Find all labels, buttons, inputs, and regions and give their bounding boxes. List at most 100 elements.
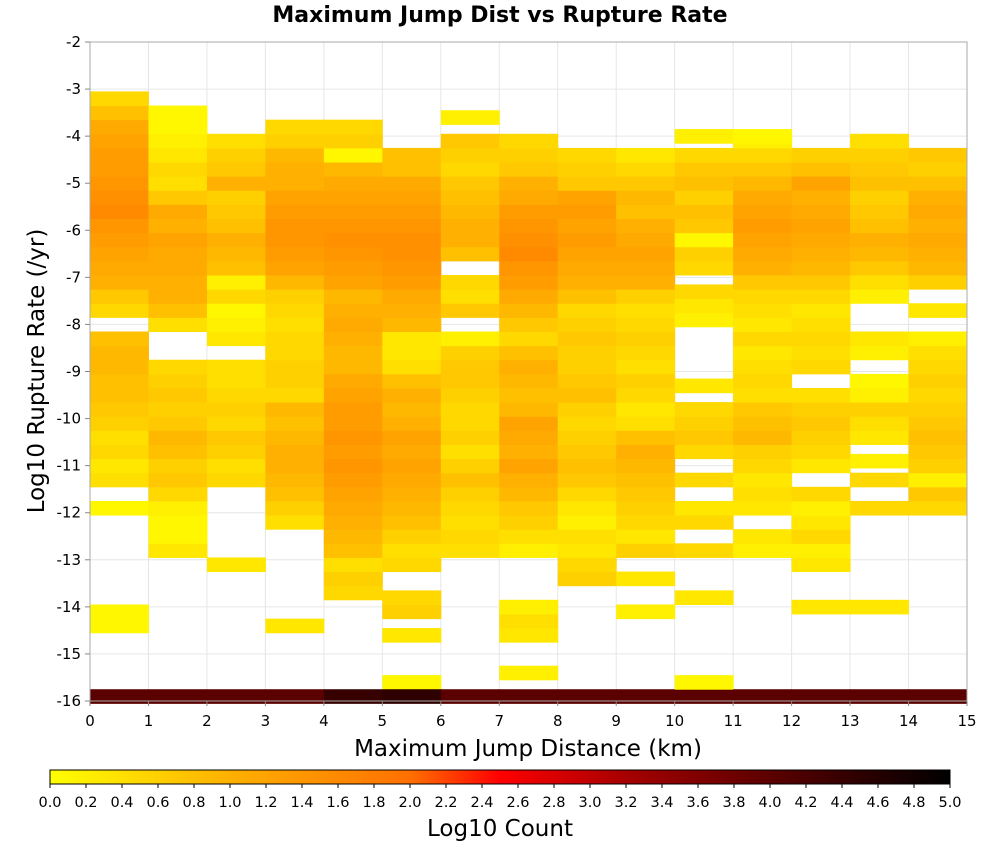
heatmap-cell [265, 204, 325, 220]
heatmap-cell [908, 444, 968, 460]
heatmap-cell [440, 176, 500, 191]
heatmap-cell [323, 218, 383, 234]
x-tick-label: 8 [553, 712, 563, 730]
heatmap-cell [791, 543, 851, 558]
heatmap-cell [499, 486, 559, 502]
heatmap-cell [440, 529, 500, 544]
heatmap-cell [733, 232, 793, 248]
heatmap-cell [791, 246, 851, 262]
heatmap-cell [616, 331, 676, 347]
heatmap-cell [616, 430, 676, 445]
heatmap-cell [323, 204, 383, 220]
heatmap-cell [733, 303, 793, 318]
x-tick-label: 10 [665, 712, 684, 730]
heatmap-cell [850, 275, 910, 290]
heatmap-cell [850, 218, 910, 234]
heatmap-cell [791, 162, 851, 177]
heatmap-cell [148, 529, 208, 544]
heatmap-cell [499, 246, 559, 262]
heatmap-cell [90, 119, 149, 135]
heatmap-cell [850, 453, 910, 469]
heatmap-cell [791, 289, 851, 304]
colorbar-tick-label: 5.0 [938, 795, 961, 811]
heatmap-cell [791, 176, 851, 191]
heatmap-cell [557, 543, 617, 558]
colorbar-tick-label: 3.4 [650, 795, 673, 811]
heatmap-cell [850, 232, 910, 248]
heatmap-cell [440, 458, 500, 474]
heatmap-cell [908, 458, 968, 474]
heatmap-cell [90, 232, 149, 248]
heatmap-cell [440, 147, 500, 163]
heatmap-cell [148, 218, 208, 234]
heatmap-cell [440, 204, 500, 220]
heatmap-cell [323, 289, 383, 304]
heatmap-cell [850, 345, 910, 361]
heatmap-cell [323, 689, 383, 704]
heatmap-cell [674, 590, 734, 606]
heatmap-cell [265, 317, 325, 332]
heatmap-cell [440, 133, 500, 149]
heatmap-cell [557, 571, 617, 587]
heatmap-cell [90, 176, 149, 191]
y-tick-label: -9 [66, 363, 81, 381]
y-tick-label: -8 [66, 315, 81, 333]
heatmap-cell [674, 298, 734, 314]
heatmap-cell [499, 303, 559, 318]
heatmap-cell [382, 204, 442, 220]
heatmap-cell [733, 444, 793, 460]
heatmap-cell [440, 345, 500, 361]
heatmap-cell [148, 317, 208, 332]
heatmap-cell [148, 119, 208, 135]
heatmap-cell [616, 604, 676, 620]
heatmap-cell [616, 486, 676, 502]
heatmap-cell [557, 204, 617, 220]
heatmap-cell [440, 190, 500, 205]
heatmap-cell [908, 359, 968, 375]
heatmap-cell [265, 472, 325, 488]
heatmap-cell [850, 176, 910, 191]
heatmap-cell [557, 387, 617, 403]
heatmap-cell [557, 246, 617, 262]
heatmap-cell [265, 387, 325, 403]
heatmap-cell [206, 275, 266, 290]
heatmap-cell [382, 303, 442, 318]
heatmap-cell [323, 359, 383, 375]
heatmap-cell [791, 599, 851, 615]
x-tick-label: 5 [378, 712, 388, 730]
heatmap-cell [499, 260, 559, 276]
heatmap-cell [206, 289, 266, 304]
x-tick-label: 11 [724, 712, 743, 730]
heatmap-cell [908, 246, 968, 262]
heatmap-cell [382, 373, 442, 389]
colorbar-tick-label: 1.8 [362, 795, 385, 811]
heatmap-cell [323, 416, 383, 431]
heatmap-cell [616, 176, 676, 191]
heatmap-cell [850, 190, 910, 205]
colorbar-tick-label: 3.2 [614, 795, 637, 811]
heatmap-cell [265, 232, 325, 248]
heatmap-cell [382, 387, 442, 403]
heatmap-cell [557, 444, 617, 460]
heatmap-cell [206, 359, 266, 375]
heatmap-cell [265, 689, 325, 704]
heatmap-cell [616, 416, 676, 431]
heatmap-cell [908, 303, 968, 318]
heatmap-cell [148, 260, 208, 276]
heatmap-cell [148, 387, 208, 403]
heatmap-cell [557, 232, 617, 248]
heatmap-cell [90, 246, 149, 262]
heatmap-cell [148, 303, 208, 318]
heatmap-cell [90, 218, 149, 234]
heatmap-cell [499, 500, 559, 516]
heatmap-cell [616, 571, 676, 587]
colorbar-tick-label: 0.6 [146, 795, 169, 811]
heatmap-cell [148, 359, 208, 375]
heatmap-cell [499, 613, 559, 629]
heatmap-cell [206, 162, 266, 177]
heatmap-cell [733, 317, 793, 332]
heatmap-cell [908, 275, 968, 290]
heatmap-cell [382, 359, 442, 375]
heatmap-cell [850, 430, 910, 445]
heatmap-cell [499, 345, 559, 361]
